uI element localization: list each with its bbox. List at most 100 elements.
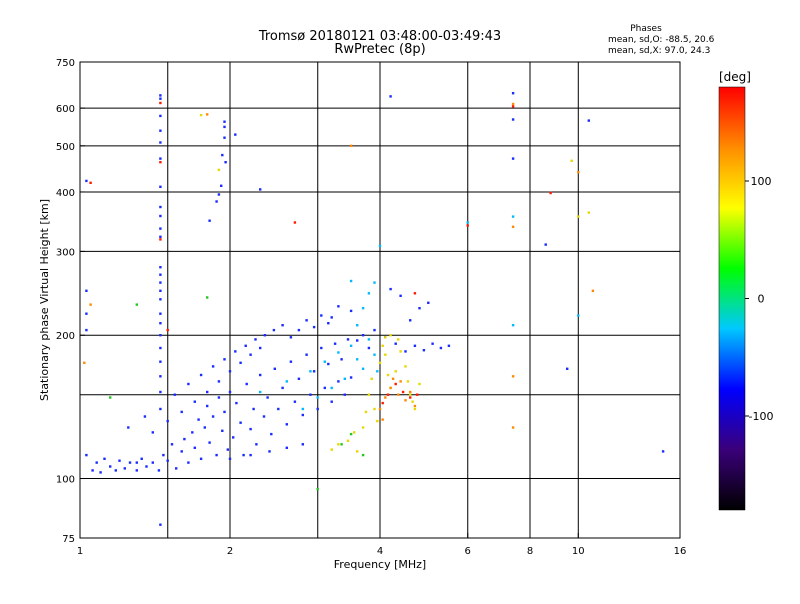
data-point-yellow xyxy=(368,394,370,396)
data-point-orange xyxy=(379,408,381,410)
data-point-blue xyxy=(206,405,208,407)
data-point-cyan xyxy=(362,307,364,309)
data-point-red xyxy=(294,221,296,223)
data-point-blue xyxy=(309,394,311,396)
data-point-blue xyxy=(181,411,183,413)
data-point-blue xyxy=(167,460,169,462)
data-point-blue xyxy=(259,188,261,190)
data-point-blue xyxy=(399,295,401,297)
data-point-orange xyxy=(512,226,514,228)
data-point-yellow xyxy=(409,394,411,396)
data-point-red xyxy=(159,102,161,104)
data-point-blue xyxy=(418,307,420,309)
data-point-blue xyxy=(302,443,304,445)
data-point-red xyxy=(512,105,514,107)
data-point-blue xyxy=(249,354,251,356)
data-point-blue xyxy=(290,361,292,363)
data-point-blue xyxy=(277,408,279,410)
data-point-blue xyxy=(159,347,161,349)
data-point-orange xyxy=(389,387,391,389)
stats-heading: Phases xyxy=(630,24,662,34)
data-point-blue xyxy=(200,374,202,376)
data-point-cyan xyxy=(286,380,288,382)
data-point-blue xyxy=(221,154,223,156)
data-point-blue xyxy=(215,200,217,202)
data-point-blue xyxy=(187,461,189,463)
data-point-blue xyxy=(239,362,241,364)
x-tick-label: 2 xyxy=(227,546,233,557)
data-point-cyan xyxy=(324,361,326,363)
data-point-cyan xyxy=(373,281,375,283)
colorbar-gradient xyxy=(719,87,745,510)
data-point-blue xyxy=(234,350,236,352)
data-point-blue xyxy=(159,236,161,238)
data-point-blue xyxy=(136,461,138,463)
data-point-yellow xyxy=(379,362,381,364)
data-point-blue xyxy=(298,329,300,331)
stats-x-mode: mean, sd,X: 97.0, 24.3 xyxy=(608,46,710,56)
data-point-orange xyxy=(206,113,208,115)
data-point-blue xyxy=(127,426,129,428)
data-point-blue xyxy=(294,401,296,403)
data-point-blue xyxy=(229,391,231,393)
data-point-blue xyxy=(395,343,397,345)
data-point-blue xyxy=(440,347,442,349)
data-point-cyan xyxy=(331,387,333,389)
data-point-blue xyxy=(298,378,300,380)
data-point-yellow xyxy=(588,211,590,213)
data-point-blue xyxy=(512,92,514,94)
data-point-blue xyxy=(223,411,225,413)
data-point-yellow xyxy=(331,448,333,450)
data-point-cyan xyxy=(356,358,358,360)
data-point-blue xyxy=(159,524,161,526)
data-point-blue xyxy=(245,345,247,347)
data-point-orange xyxy=(399,380,401,382)
data-point-blue xyxy=(254,338,256,340)
data-point-blue xyxy=(109,465,111,467)
data-point-blue xyxy=(159,334,161,336)
data-point-blue xyxy=(218,396,220,398)
data-point-yellow xyxy=(389,334,391,336)
data-point-yellow xyxy=(384,336,386,338)
data-point-yellow xyxy=(371,378,373,380)
data-point-blue xyxy=(159,281,161,283)
data-point-blue xyxy=(85,180,87,182)
data-point-blue xyxy=(286,423,288,425)
data-point-green xyxy=(136,303,138,305)
data-point-yellow xyxy=(384,354,386,356)
data-point-blue xyxy=(197,418,199,420)
data-point-blue xyxy=(246,383,248,385)
data-point-blue xyxy=(344,394,346,396)
data-point-red xyxy=(416,394,418,396)
data-point-blue xyxy=(334,343,336,345)
data-point-orange xyxy=(382,418,384,420)
data-point-blue xyxy=(409,319,411,321)
data-point-blue xyxy=(171,443,173,445)
data-point-cyan xyxy=(512,324,514,326)
data-point-yellow xyxy=(418,383,420,385)
data-point-blue xyxy=(218,193,220,195)
data-point-blue xyxy=(159,115,161,117)
data-point-orange xyxy=(384,396,386,398)
y-tick-label: 400 xyxy=(56,188,75,199)
data-point-blue xyxy=(281,324,283,326)
data-point-blue xyxy=(91,469,93,471)
data-point-blue xyxy=(212,415,214,417)
data-point-blue xyxy=(159,227,161,229)
data-point-cyan xyxy=(379,245,381,247)
data-point-blue xyxy=(320,314,322,316)
x-axis-label: Frequency [MHz] xyxy=(334,558,426,571)
data-point-red xyxy=(387,394,389,396)
data-point-blue xyxy=(206,391,208,393)
data-point-blue xyxy=(224,161,226,163)
x-tick-label: 4 xyxy=(377,546,383,557)
data-point-blue xyxy=(152,431,154,433)
stats-o-mode: mean, sd,O: -88.5, 20.6 xyxy=(608,35,715,45)
data-point-red xyxy=(402,391,404,393)
data-point-blue xyxy=(194,401,196,403)
data-point-blue xyxy=(129,461,131,463)
data-point-blue xyxy=(512,157,514,159)
colorbar-unit-label: [deg] xyxy=(719,70,751,84)
data-point-blue xyxy=(183,438,185,440)
